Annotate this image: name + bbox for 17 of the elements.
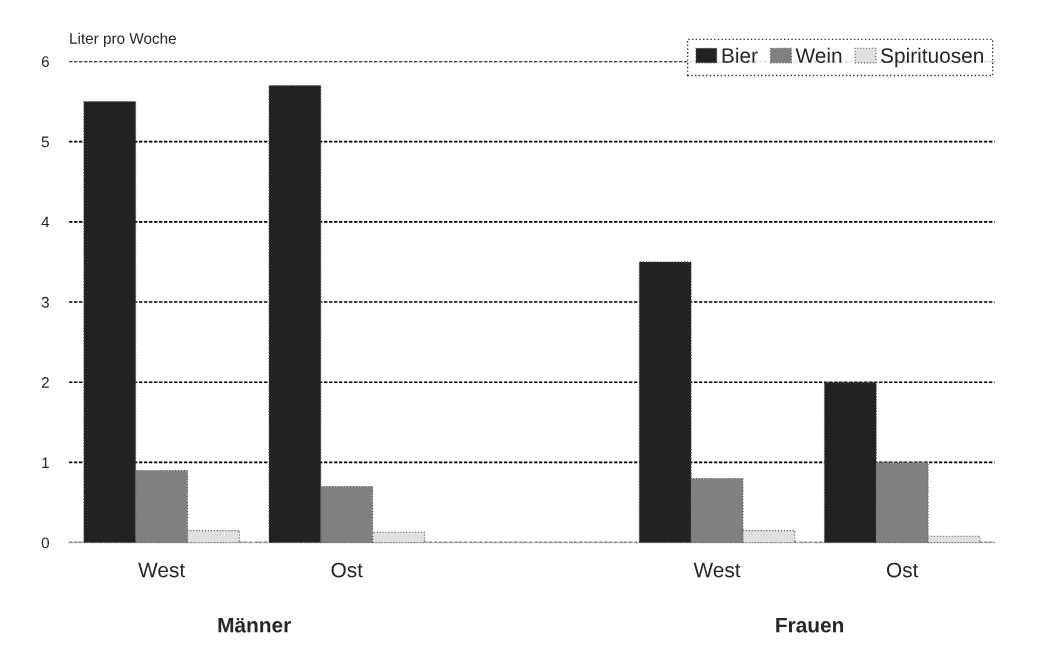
y-tick-label: 4 <box>41 216 50 228</box>
y-tick-label: 2 <box>41 377 49 388</box>
x-tick-label: Ost <box>331 562 363 578</box>
text: Männer <box>218 617 291 633</box>
x-tick-label: West <box>138 562 185 578</box>
x-tick-label: West <box>693 562 741 578</box>
legend-label: Bier <box>722 47 758 64</box>
y-axis-title: Liter pro Woche <box>70 32 176 47</box>
x-tick-label: Ost <box>886 562 919 578</box>
text: Frauen <box>776 618 844 633</box>
legend-label: Wein <box>795 47 842 64</box>
y-tick-label: 3 <box>41 296 49 308</box>
y-tick-label: 0 <box>41 537 49 549</box>
legend-label: Spirituosen <box>881 47 983 68</box>
y-tick-label: 1 <box>42 457 49 468</box>
y-tick-label: 5 <box>41 136 49 148</box>
y-tick-label: 6 <box>41 56 49 68</box>
